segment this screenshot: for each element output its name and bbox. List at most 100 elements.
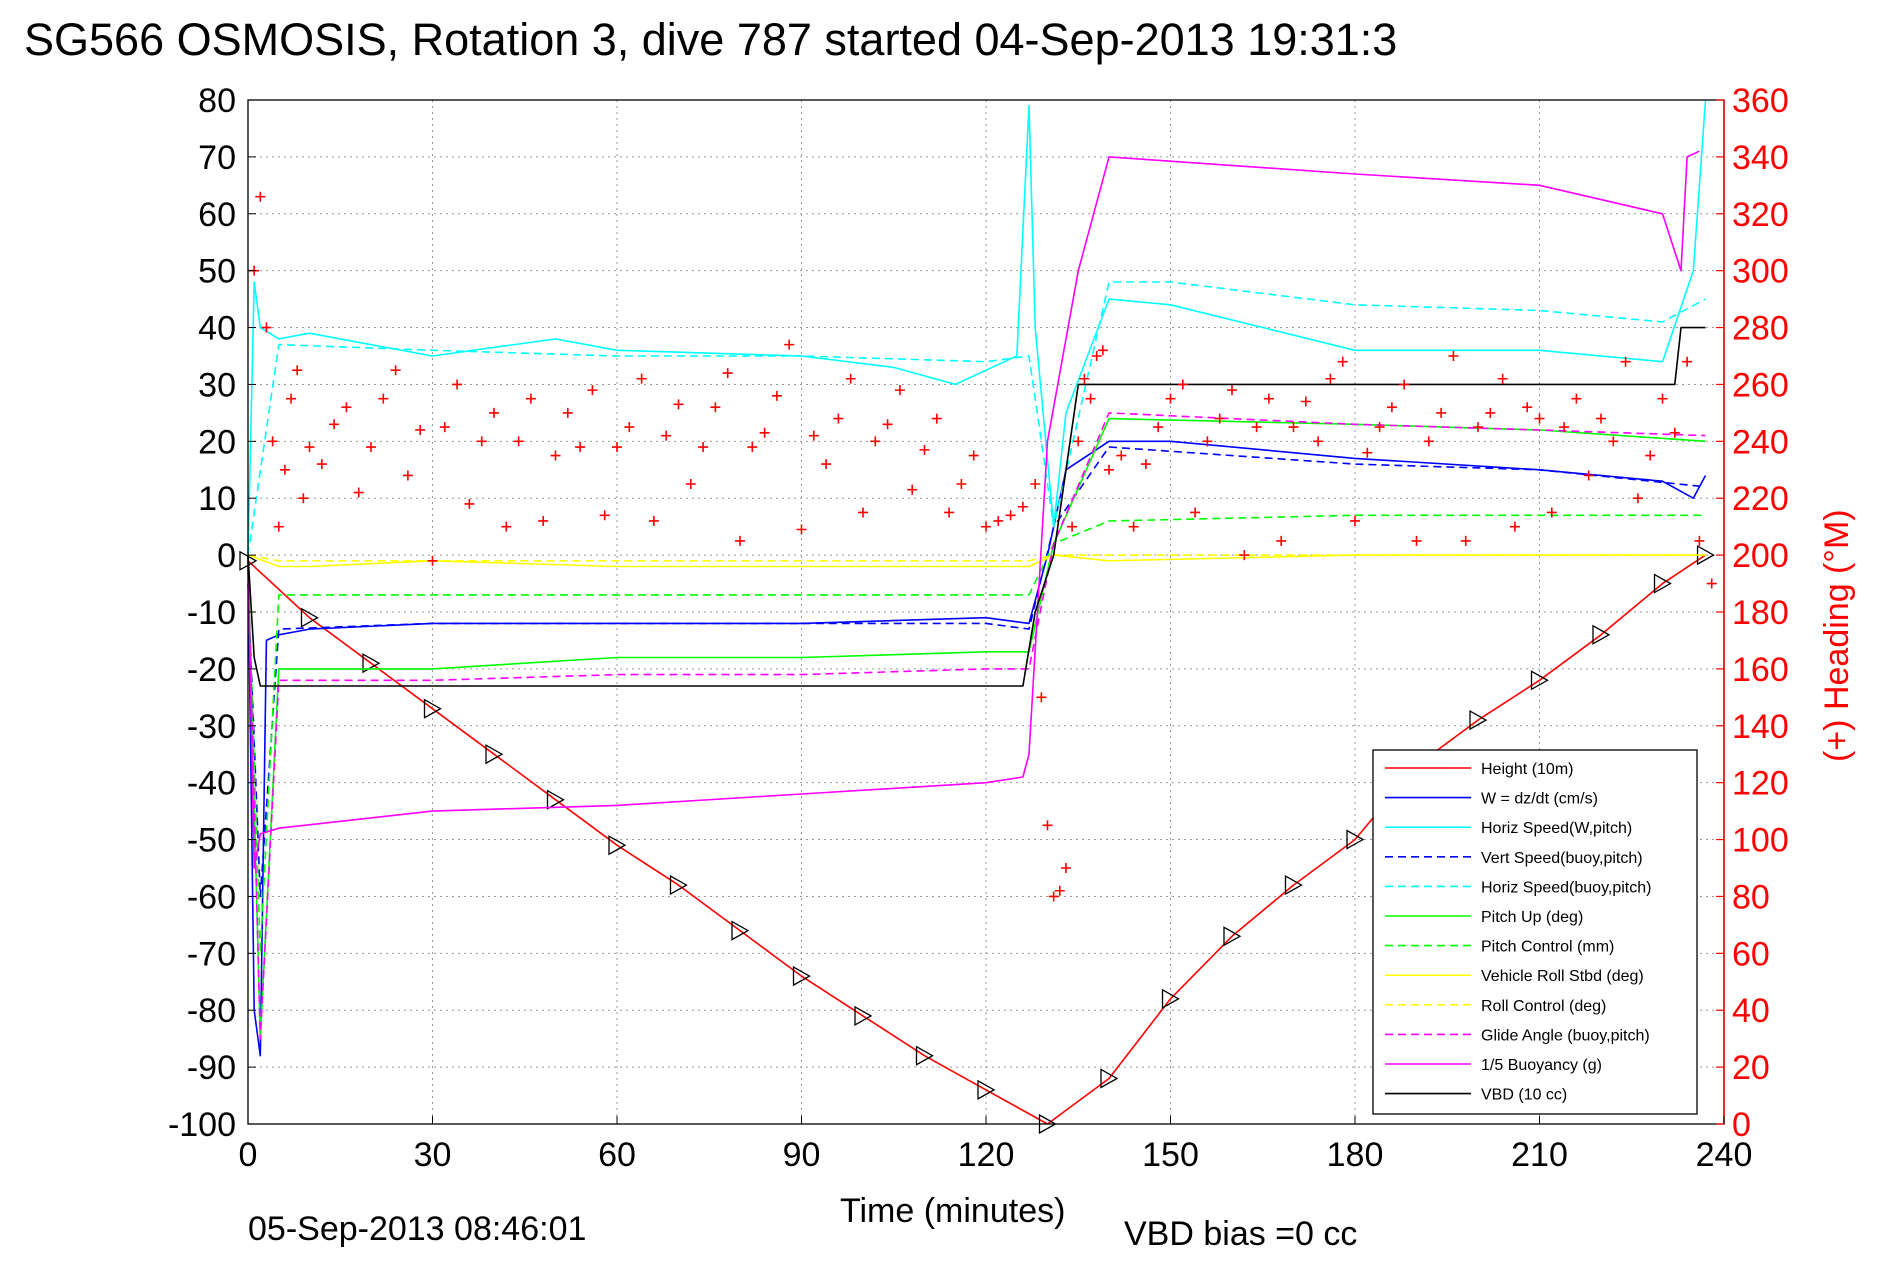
heading-point bbox=[1473, 422, 1483, 433]
heading-point bbox=[1571, 393, 1582, 404]
x-tick-label: 150 bbox=[1142, 1136, 1199, 1174]
heading-point bbox=[907, 484, 918, 495]
heading-point bbox=[255, 191, 266, 202]
y2-axis-label: (+) Heading (°M) bbox=[1818, 509, 1856, 762]
chart-title: SG566 OSMOSIS, Rotation 3, dive 787 star… bbox=[24, 14, 1397, 65]
y-tick-label: 30 bbox=[198, 366, 236, 404]
heading-point bbox=[599, 510, 610, 521]
heading-point bbox=[1067, 521, 1078, 532]
heading-point bbox=[538, 515, 549, 526]
heading-point bbox=[1706, 578, 1717, 589]
y2-axis-ticks: 3603403203002802602402202001801601401201… bbox=[1716, 82, 1789, 1144]
y-tick-label: -10 bbox=[187, 594, 236, 632]
heading-point bbox=[771, 390, 782, 401]
heading-point bbox=[1596, 413, 1606, 424]
y2-tick-label: 0 bbox=[1732, 1106, 1751, 1144]
heading-point bbox=[796, 524, 807, 535]
heading-point bbox=[1559, 422, 1570, 433]
y-tick-label: 50 bbox=[198, 253, 236, 291]
heading-point bbox=[489, 407, 499, 418]
series-1-5-buoyancy-g-line bbox=[247, 150, 1700, 869]
series-height-10m-line bbox=[247, 554, 1706, 1125]
heading-point bbox=[1300, 396, 1311, 407]
heading-point bbox=[1091, 351, 1102, 361]
y2-tick-label: 60 bbox=[1732, 935, 1770, 973]
heading-point bbox=[1620, 356, 1631, 367]
heading-point bbox=[1048, 891, 1059, 902]
heading-point bbox=[1694, 535, 1705, 546]
heading-point bbox=[685, 479, 696, 489]
footer-vbd-bias: VBD bias =0 cc bbox=[1124, 1215, 1357, 1253]
x-tick-label: 30 bbox=[414, 1136, 452, 1174]
legend-label: Horiz Speed(W,pitch) bbox=[1481, 820, 1632, 837]
heading-point bbox=[1313, 436, 1324, 447]
heading-point bbox=[1036, 692, 1047, 703]
legend-label: 1/5 Buoyancy (g) bbox=[1481, 1057, 1602, 1074]
legend-label: Glide Angle (buoy,pitch) bbox=[1481, 1027, 1650, 1044]
heading-point bbox=[1522, 402, 1533, 413]
heading-point bbox=[525, 393, 536, 404]
heading-point bbox=[845, 373, 856, 384]
heading-point bbox=[1104, 464, 1114, 475]
heading-point bbox=[1386, 402, 1397, 413]
heading-point bbox=[267, 436, 278, 447]
heading-point bbox=[1116, 450, 1127, 461]
height-triangle-marker bbox=[1223, 926, 1242, 947]
height-triangle-marker bbox=[608, 835, 627, 856]
legend-label: VBD (10 cc) bbox=[1481, 1087, 1567, 1104]
heading-point bbox=[378, 393, 389, 404]
heading-point bbox=[1239, 550, 1250, 561]
legend-label: Vert Speed(buoy,pitch) bbox=[1481, 850, 1643, 867]
y2-tick-label: 300 bbox=[1732, 253, 1789, 291]
series-roll-control-deg-line bbox=[247, 554, 1706, 562]
legend-label: W = dz/dt (cm/s) bbox=[1481, 791, 1598, 808]
y2-tick-label: 360 bbox=[1732, 82, 1789, 120]
heading-point bbox=[513, 436, 524, 447]
heading-point bbox=[858, 507, 868, 518]
series-pitch-control-mm-line bbox=[247, 514, 1706, 955]
heading-point bbox=[402, 470, 413, 481]
height-triangle-marker bbox=[977, 1079, 996, 1100]
height-triangle-marker bbox=[1530, 670, 1549, 691]
heading-point bbox=[1583, 470, 1594, 481]
y-tick-label: -60 bbox=[187, 878, 236, 916]
series-horiz-speed-w-pitch-line bbox=[247, 99, 1707, 556]
heading-point bbox=[1153, 422, 1164, 433]
y2-tick-label: 140 bbox=[1732, 708, 1789, 746]
heading-point bbox=[298, 493, 309, 504]
heading-point bbox=[1017, 501, 1028, 512]
y-tick-label: 70 bbox=[198, 139, 236, 177]
height-triangle-marker bbox=[1100, 1068, 1119, 1089]
heading-point bbox=[1177, 379, 1188, 390]
heading-point bbox=[1485, 407, 1496, 418]
heading-point bbox=[501, 521, 512, 532]
heading-point bbox=[624, 422, 635, 433]
heading-point bbox=[808, 430, 819, 441]
heading-point bbox=[1423, 436, 1434, 447]
heading-point bbox=[1374, 422, 1385, 433]
x-axis-label: Time (minutes) bbox=[840, 1192, 1065, 1230]
x-tick-label: 180 bbox=[1327, 1136, 1384, 1174]
heading-point bbox=[1054, 885, 1065, 896]
height-triangle-marker bbox=[1469, 709, 1488, 731]
heading-point bbox=[575, 442, 586, 453]
heading-point bbox=[415, 424, 426, 435]
heading-point bbox=[710, 402, 721, 413]
y2-tick-label: 320 bbox=[1732, 196, 1789, 234]
heading-point bbox=[747, 442, 758, 453]
y-tick-label: -80 bbox=[187, 992, 236, 1030]
x-tick-label: 60 bbox=[598, 1136, 636, 1174]
height-triangle-marker bbox=[1284, 874, 1303, 896]
heading-point bbox=[894, 385, 905, 396]
y-tick-label: -20 bbox=[187, 651, 236, 689]
heading-point bbox=[993, 515, 1004, 526]
height-triangle-marker bbox=[1161, 988, 1180, 1009]
y-tick-label: 80 bbox=[198, 82, 236, 120]
heading-point bbox=[1632, 493, 1643, 504]
y2-tick-label: 100 bbox=[1732, 822, 1789, 860]
y2-tick-label: 120 bbox=[1732, 765, 1789, 803]
heading-point bbox=[1251, 422, 1262, 433]
heading-point bbox=[1190, 507, 1201, 518]
heading-point bbox=[735, 535, 745, 546]
heading-point bbox=[1097, 345, 1108, 356]
